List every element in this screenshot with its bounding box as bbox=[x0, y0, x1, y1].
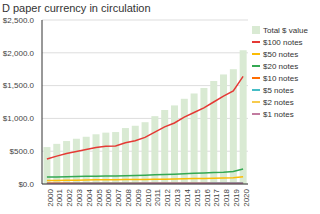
svg-text:2018: 2018 bbox=[222, 188, 231, 206]
svg-text:2007: 2007 bbox=[114, 188, 123, 206]
svg-text:2011: 2011 bbox=[153, 188, 162, 206]
svg-text:2014: 2014 bbox=[183, 188, 192, 206]
svg-text:2001: 2001 bbox=[55, 188, 64, 206]
svg-text:$2,500.0: $2,500.0 bbox=[8, 16, 35, 25]
html-text:$1 notes: $1 notes bbox=[263, 109, 294, 119]
svg-text:2016: 2016 bbox=[203, 188, 212, 206]
svg-text:2000: 2000 bbox=[46, 188, 55, 206]
svg-text:2010: 2010 bbox=[144, 188, 153, 206]
svg-text:2012: 2012 bbox=[163, 188, 172, 206]
html-text:$2 notes: $2 notes bbox=[263, 97, 294, 107]
svg-text:2002: 2002 bbox=[65, 188, 74, 206]
svg-text:2013: 2013 bbox=[173, 188, 182, 206]
svg-text:$1,000.0: $1,000.0 bbox=[8, 114, 35, 123]
svg-text:2006: 2006 bbox=[104, 188, 113, 206]
svg-text:2009: 2009 bbox=[134, 188, 143, 206]
html-text:$50 notes: $50 notes bbox=[263, 49, 299, 59]
svg-text:$1,500.0: $1,500.0 bbox=[8, 81, 35, 90]
html-text:$20 notes: $20 notes bbox=[263, 61, 299, 71]
svg-text:2017: 2017 bbox=[212, 188, 221, 206]
svg-text:2019: 2019 bbox=[232, 188, 241, 206]
svg-text:2008: 2008 bbox=[124, 188, 133, 206]
html-text:D paper currency in circulatio: D paper currency in circulation bbox=[2, 2, 151, 14]
svg-text:$2,000.0: $2,000.0 bbox=[8, 49, 35, 58]
svg-text:2020: 2020 bbox=[242, 188, 251, 206]
html-text:$5 notes: $5 notes bbox=[263, 85, 294, 95]
svg-text:2015: 2015 bbox=[193, 188, 202, 206]
html-text:Total $ value: Total $ value bbox=[263, 25, 308, 35]
svg-text:$500.0: $500.0 bbox=[10, 147, 35, 156]
svg-text:2004: 2004 bbox=[85, 188, 94, 206]
svg-text:$0.0: $0.0 bbox=[18, 180, 34, 189]
svg-text:2005: 2005 bbox=[95, 188, 104, 206]
html-text:$100 notes: $100 notes bbox=[263, 37, 303, 47]
svg-text:2003: 2003 bbox=[75, 188, 84, 206]
html-text:$10 notes: $10 notes bbox=[263, 73, 299, 83]
